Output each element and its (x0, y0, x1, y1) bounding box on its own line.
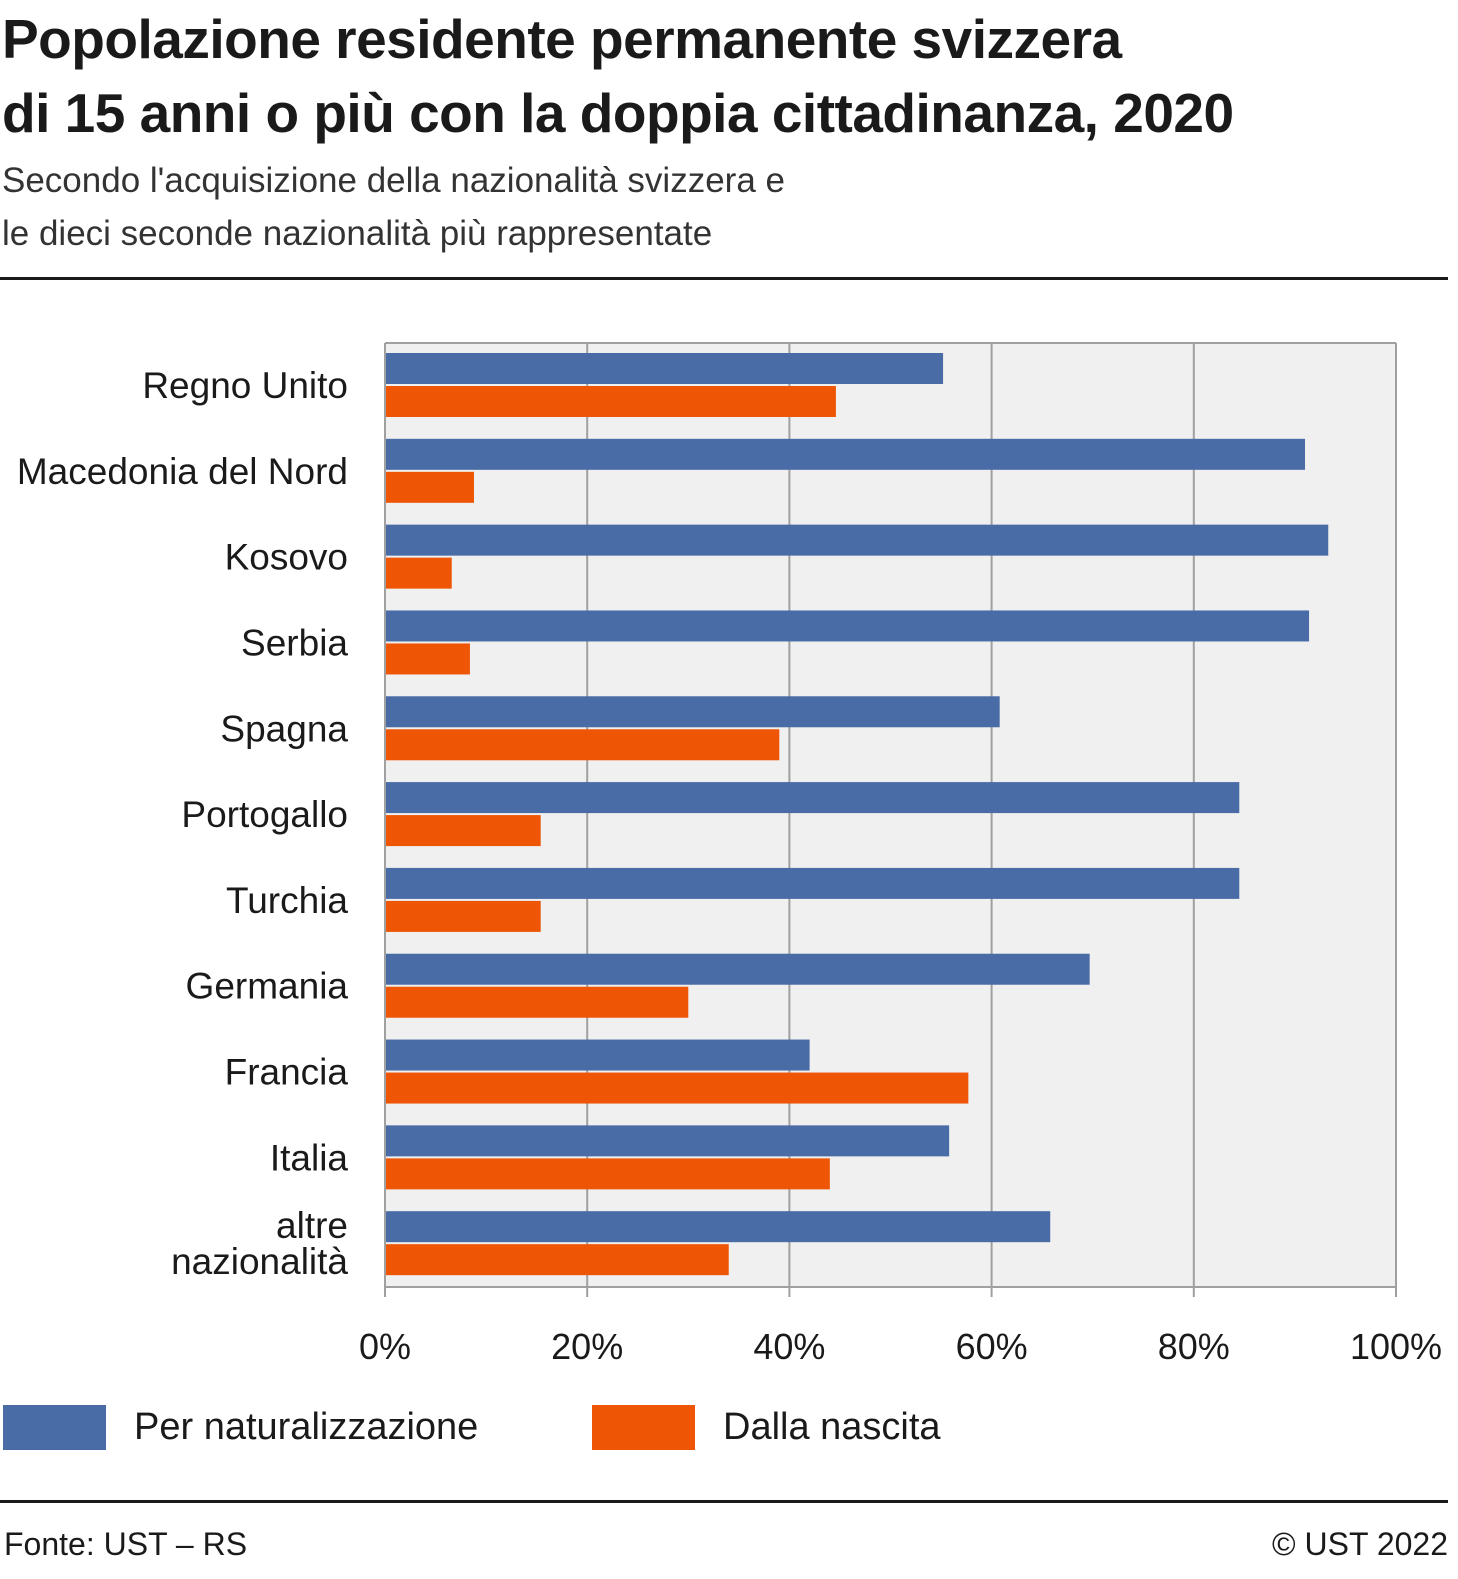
bar-naturalizzazione (386, 353, 944, 384)
bar-naturalizzazione (386, 610, 1310, 642)
bar-naturalizzazione (386, 438, 1306, 470)
bar-naturalizzazione (386, 696, 1000, 728)
bar-chart: 0% 20% 40% 60% 80% 100% Regno Unito Macedonia d… (17, 342, 1442, 1367)
chart-subtitle: Secondo l'acquisizione della nazionalità… (2, 154, 1442, 260)
bar-nascita (386, 386, 836, 417)
bar-naturalizzazione (386, 1039, 810, 1071)
bar-nascita (386, 815, 541, 847)
category-label: Italia (270, 1137, 349, 1178)
bar-nascita (386, 986, 689, 1018)
category-label: altre (276, 1205, 348, 1246)
legend-item-naturalizzazione: Per naturalizzazione (3, 1403, 478, 1451)
legend-label-naturalizzazione: Per naturalizzazione (134, 1405, 479, 1448)
bar-nascita (386, 471, 474, 503)
category-label: Serbia (241, 622, 348, 663)
x-tick-label: 0% (359, 1326, 411, 1367)
bar-naturalizzazione (386, 867, 1240, 899)
chart-subtitle-line: Secondo l'acquisizione della nazionalità… (2, 161, 785, 200)
bar-nascita (386, 1072, 969, 1104)
bar-naturalizzazione (386, 953, 1090, 985)
bar-nascita (386, 729, 780, 761)
legend-swatch-nascita (592, 1404, 695, 1450)
legend-item-nascita: Dalla nascita (592, 1403, 941, 1451)
bottom-divider (0, 1500, 1448, 1503)
chart-subtitle-line: le dieci seconde nazionalità più rappres… (2, 214, 713, 253)
chart-legend: Per naturalizzazione Dalla nascita (0, 1403, 1448, 1451)
bar-nascita (386, 643, 470, 675)
x-tick-label: 60% (956, 1326, 1028, 1367)
bar-nascita (386, 1158, 830, 1190)
category-label: Portogallo (181, 794, 348, 835)
source-note: Fonte: UST – RS (4, 1526, 248, 1562)
category-label: Germania (186, 966, 349, 1007)
bar-naturalizzazione (386, 782, 1240, 814)
category-label: nazionalità (171, 1241, 348, 1282)
category-label: Spagna (220, 708, 348, 749)
legend-swatch-naturalizzazione (3, 1404, 106, 1450)
bar-naturalizzazione (386, 524, 1329, 556)
legend-label-nascita: Dalla nascita (723, 1405, 941, 1448)
category-label: Francia (225, 1052, 349, 1093)
x-tick-label: 100% (1350, 1326, 1442, 1367)
top-divider (0, 277, 1448, 280)
chart-title: Popolazione residente permanente svizzer… (2, 2, 1442, 150)
x-tick-label: 40% (753, 1326, 825, 1367)
chart-title-line: di 15 anni o più con la doppia cittadina… (2, 82, 1234, 144)
bar-nascita (386, 557, 452, 589)
category-label: Turchia (226, 880, 348, 921)
copyright-note: © UST 2022 (1272, 1526, 1448, 1562)
category-label: Kosovo (225, 537, 348, 578)
chart-title-line: Popolazione residente permanente svizzer… (2, 8, 1122, 70)
x-tick-label: 20% (551, 1326, 623, 1367)
bar-nascita (386, 1244, 729, 1276)
bar-naturalizzazione (386, 1211, 1051, 1243)
bar-nascita (386, 900, 541, 932)
x-tick-label: 80% (1158, 1326, 1230, 1367)
category-label: Macedonia del Nord (17, 451, 348, 492)
category-label: Regno Unito (142, 365, 348, 406)
bar-naturalizzazione (386, 1125, 950, 1157)
